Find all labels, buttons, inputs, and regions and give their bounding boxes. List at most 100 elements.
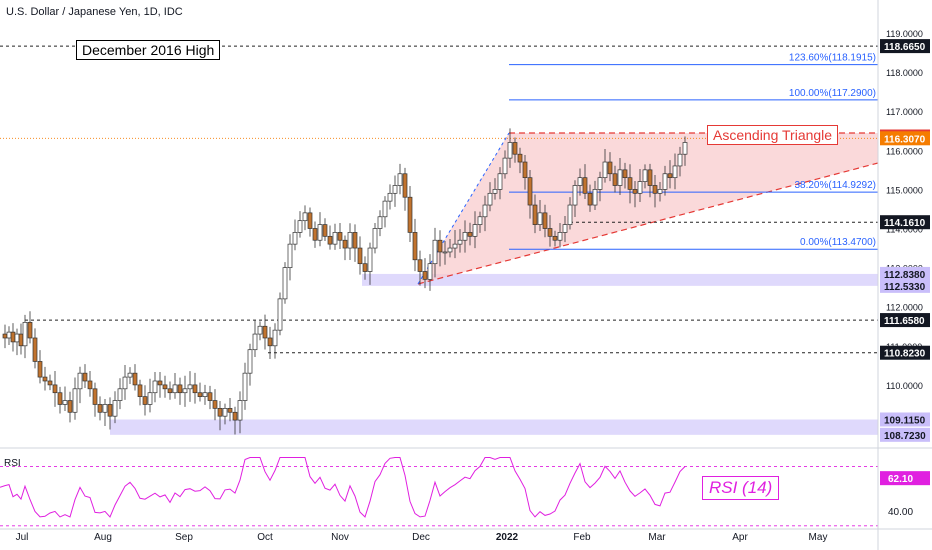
candle-body <box>237 400 243 421</box>
y-tick-label: 119.0000 <box>886 29 923 39</box>
candle-body <box>557 232 563 241</box>
candle-body <box>2 333 8 339</box>
x-tick-label: Sep <box>175 532 193 543</box>
candle-body <box>92 388 98 405</box>
candle-body <box>607 161 613 175</box>
fib-label: 123.60%(118.1915) <box>789 53 876 64</box>
zone-layer <box>110 273 878 435</box>
candle-body <box>567 204 573 225</box>
candle-body <box>202 392 208 397</box>
candle-body <box>112 400 118 417</box>
price-badge: 111.6580 <box>884 316 925 327</box>
candle-body <box>97 404 103 413</box>
candle-body <box>582 177 588 194</box>
x-tick-label: May <box>809 532 828 543</box>
price-badge-bg <box>880 39 930 54</box>
candle-body <box>547 228 553 237</box>
candle-body <box>82 372 88 382</box>
candle-body <box>432 239 438 265</box>
candle-body <box>72 388 78 413</box>
candle-body <box>532 204 538 225</box>
price-badge-bg <box>880 215 930 230</box>
support-zone <box>110 419 878 435</box>
candle-body <box>377 216 383 229</box>
candle-body <box>222 408 228 417</box>
fib-trend-line <box>417 132 510 285</box>
rsi-pane <box>0 457 878 527</box>
price-badge: 116.3070 <box>884 134 926 145</box>
candle-body <box>617 169 623 186</box>
candle-body <box>367 247 373 272</box>
candle-body <box>157 380 163 386</box>
candle-body <box>677 153 683 167</box>
candle-body <box>492 189 498 194</box>
ascending-triangle <box>417 132 879 285</box>
candle-body <box>372 228 378 249</box>
candle-body <box>537 212 543 225</box>
candle-body <box>147 392 153 405</box>
price-badge-bg <box>880 131 930 146</box>
candle-body <box>462 232 468 241</box>
candle-body <box>317 224 323 241</box>
candles <box>2 128 688 435</box>
candle-body <box>352 232 358 249</box>
candle-body <box>312 228 318 241</box>
price-badge: 109.1150 <box>884 416 926 427</box>
candle-body <box>672 165 678 179</box>
candle-body <box>287 243 293 268</box>
candle-body <box>587 192 593 206</box>
candle-body <box>592 189 598 206</box>
candle-body <box>392 185 398 194</box>
candle-body <box>107 404 113 417</box>
candle-body <box>662 173 668 190</box>
candle-body <box>42 376 48 382</box>
candle-body <box>187 384 193 390</box>
candle-body <box>297 220 303 233</box>
candle-body <box>417 259 423 272</box>
candle-body <box>10 331 16 343</box>
chart-title: U.S. Dollar / Japanese Yen, 1D, IDC <box>6 6 183 18</box>
candle-body <box>342 239 348 249</box>
candle-body <box>562 224 568 233</box>
candle-body <box>337 232 343 241</box>
candle-body <box>177 384 183 394</box>
candle-body <box>517 153 523 163</box>
rsi-value-badge: 62.10 <box>888 474 913 485</box>
candle-body <box>382 200 388 218</box>
x-tick-label: Mar <box>648 532 666 543</box>
price-badge: 110.8230 <box>884 349 926 360</box>
y-tick-label: 115.0000 <box>886 185 923 195</box>
candle-body <box>522 161 528 179</box>
level-lines <box>0 45 878 354</box>
candle-body <box>542 212 548 229</box>
candle-body <box>652 185 658 194</box>
candle-body <box>47 380 53 386</box>
candle-body <box>14 333 20 343</box>
x-tick-label: Jul <box>16 532 29 543</box>
candle-body <box>102 404 108 413</box>
candle-body <box>452 243 458 249</box>
triangle-fill <box>418 133 878 284</box>
candle-body <box>117 388 123 401</box>
candle-body <box>362 263 368 272</box>
candle-body <box>182 388 188 394</box>
candle-body <box>437 239 443 253</box>
candle-body <box>242 372 248 401</box>
candle-body <box>407 196 413 233</box>
candle-body <box>527 177 533 206</box>
price-badge: 112.5330 <box>884 282 926 293</box>
candle-body <box>507 142 513 159</box>
candle-body <box>37 361 43 378</box>
candle-body <box>512 142 518 155</box>
candle-body <box>77 372 83 390</box>
candle-body <box>27 321 33 339</box>
candle-body <box>612 173 618 186</box>
candle-body <box>252 333 258 351</box>
price-badge: 108.7230 <box>884 431 926 442</box>
candle-body <box>347 232 353 249</box>
candle-body <box>457 239 463 245</box>
candle-body <box>627 177 633 190</box>
rsi-pane-tag: RSI <box>4 458 21 469</box>
candle-body <box>502 157 508 175</box>
candle-body <box>402 173 408 198</box>
